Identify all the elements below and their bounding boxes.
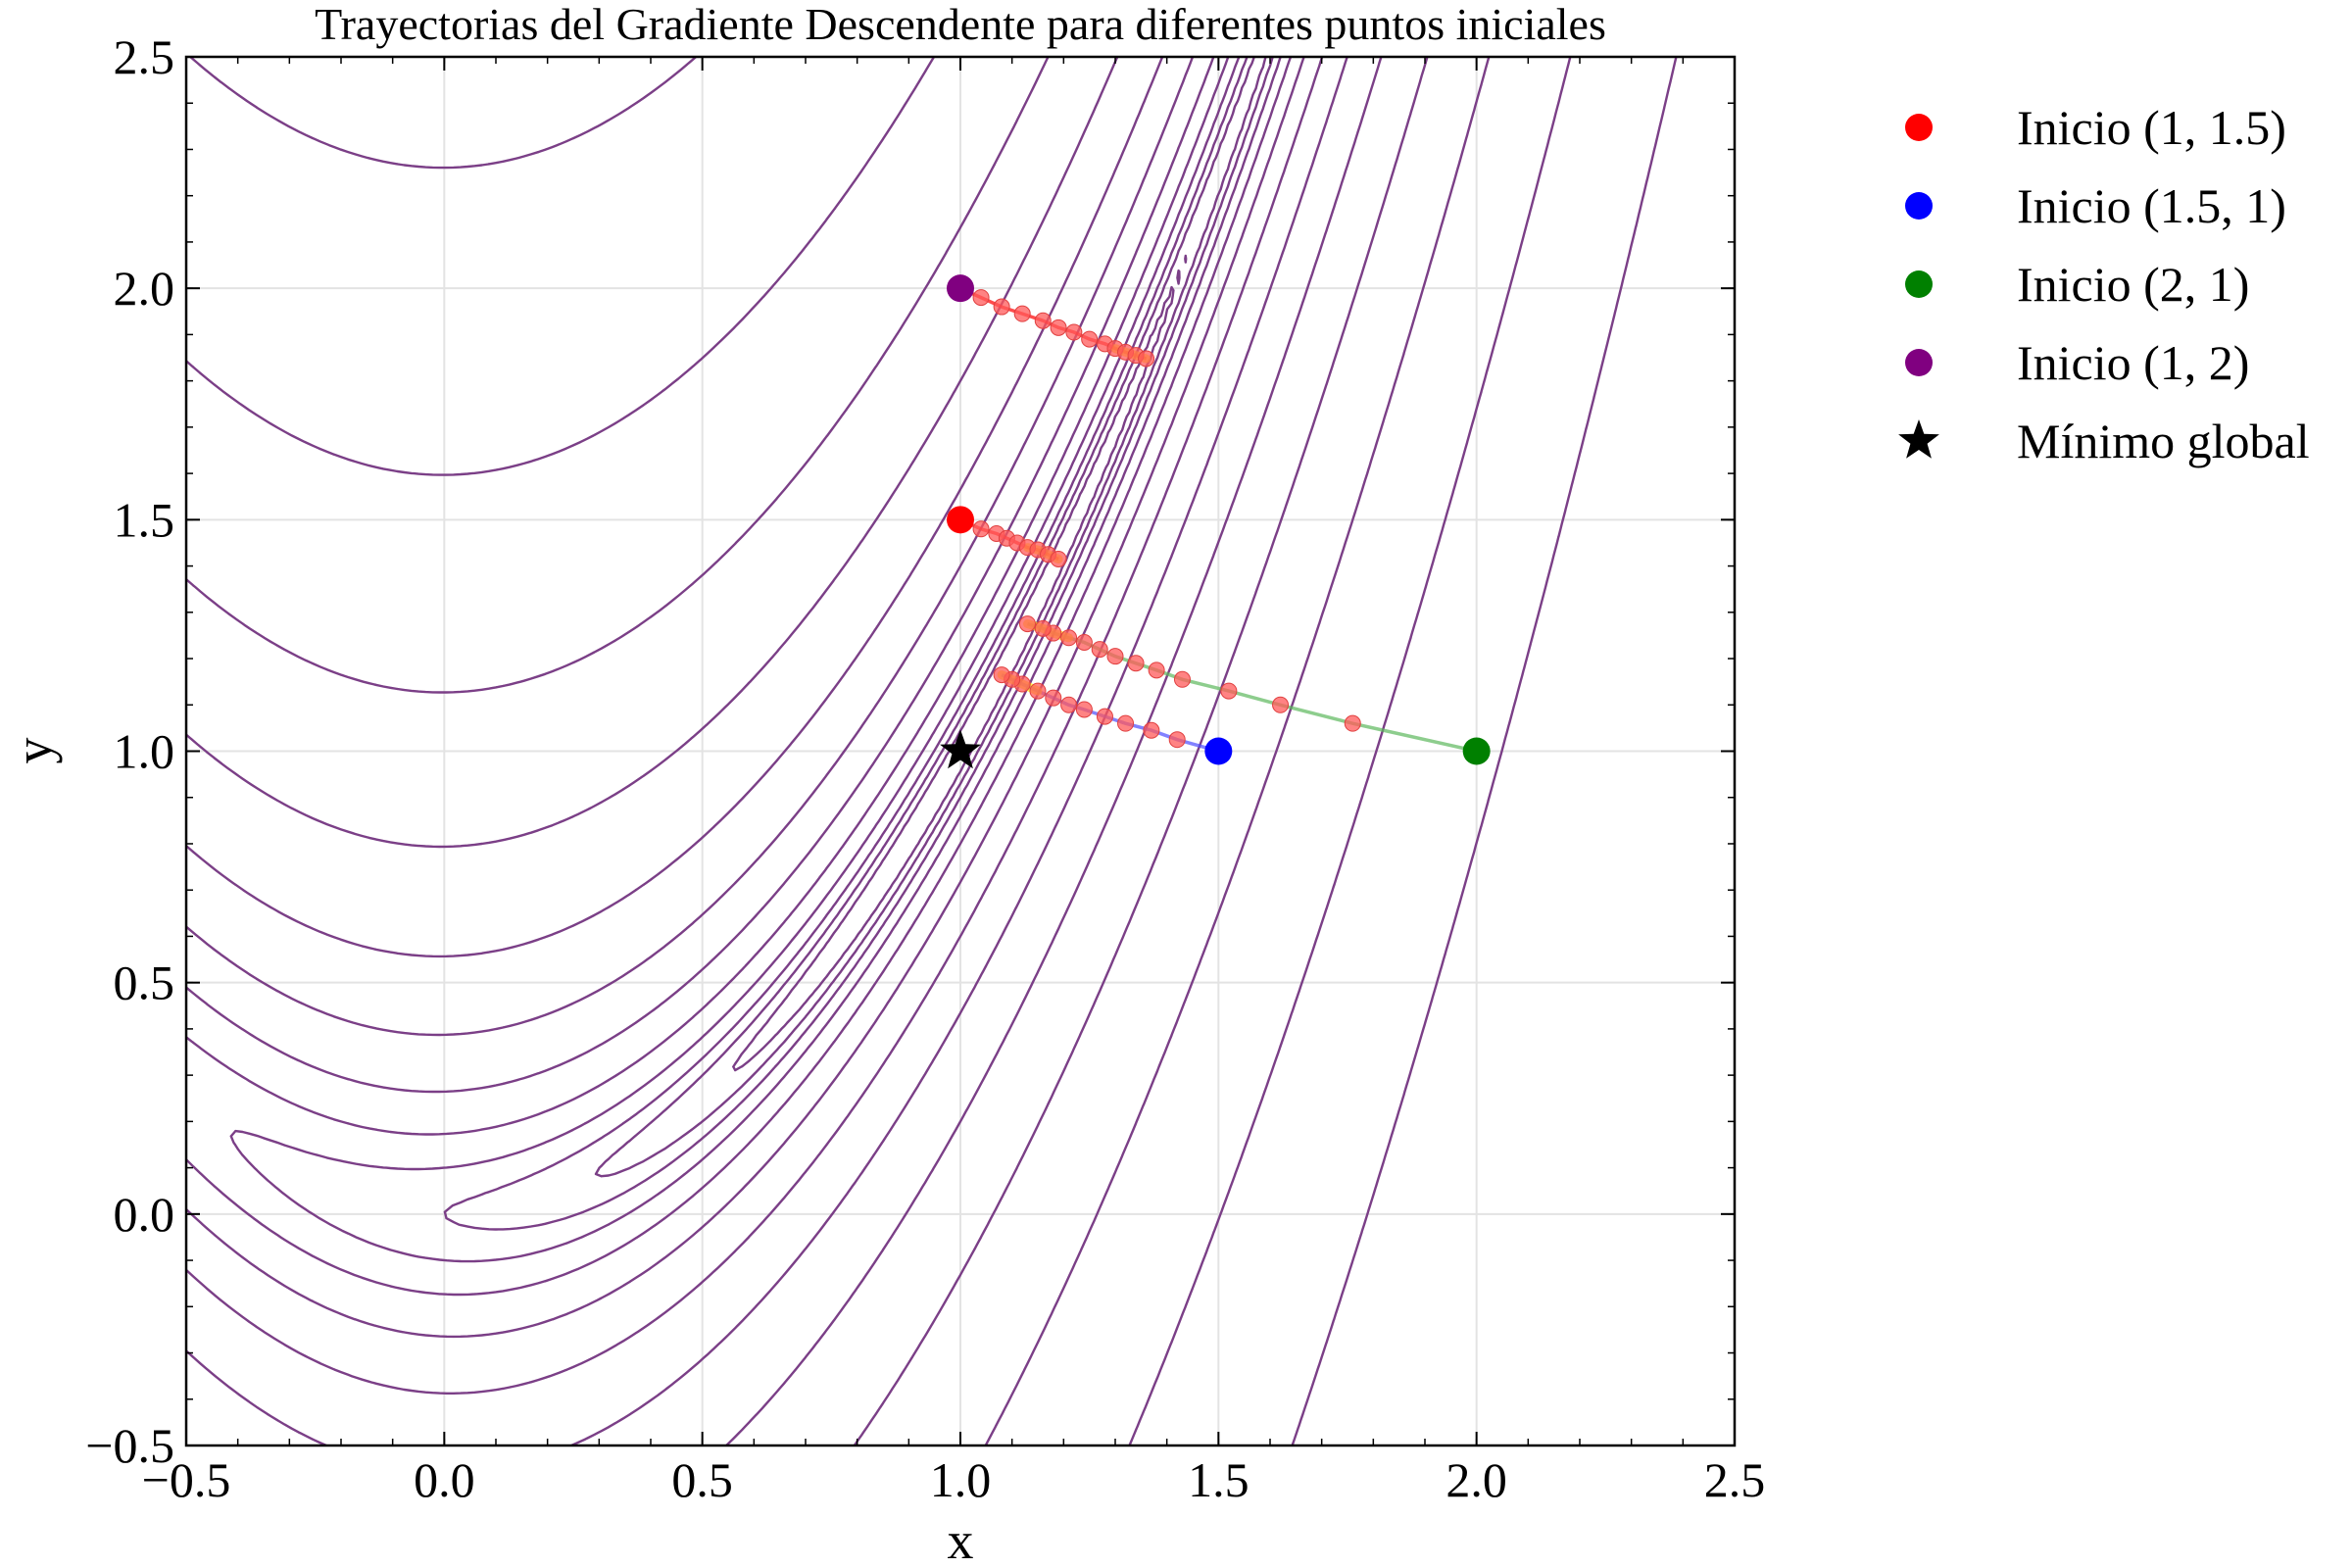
legend-label: Mínimo global <box>2017 414 2310 468</box>
legend-item: Inicio (1, 2) <box>1905 335 2249 390</box>
x-tick-label: 0.0 <box>414 1452 475 1507</box>
trajectory-point <box>1060 696 1078 713</box>
contour-level <box>186 57 1429 1446</box>
trajectory-point <box>1138 350 1155 368</box>
trajectory-point <box>1065 323 1083 341</box>
trajectory-point <box>1029 682 1047 700</box>
trajectory-point <box>1075 634 1093 652</box>
start-point <box>947 274 974 303</box>
legend-label: Inicio (1, 1.5) <box>2017 100 2286 155</box>
contour-lines <box>186 57 1678 1446</box>
chart-title: Trayectorias del Gradiente Descendente p… <box>315 0 1606 49</box>
legend-marker <box>1905 114 1933 141</box>
y-tick-label: 0.5 <box>114 956 175 1010</box>
trajectory-point <box>1344 714 1361 732</box>
trajectory-point <box>1060 629 1078 647</box>
contour-level <box>443 57 1274 1231</box>
trajectory-series <box>947 506 1067 567</box>
trajectory-point <box>972 520 990 538</box>
start-point <box>1462 737 1491 765</box>
start-point <box>1204 737 1233 765</box>
contour-level <box>186 57 1305 1339</box>
legend-item: Inicio (2, 1) <box>1905 257 2249 312</box>
legend-marker <box>1905 192 1933 220</box>
x-tick-label: 2.5 <box>1704 1452 1766 1507</box>
legend-marker <box>1905 349 1933 376</box>
trajectory-point <box>1096 708 1113 725</box>
trajectory-point <box>1081 330 1099 348</box>
x-tick-label: 1.5 <box>1188 1452 1250 1507</box>
legend: Inicio (1, 1.5) Inicio (1.5, 1) Inicio (2,… <box>1898 100 2310 468</box>
start-point <box>947 506 974 534</box>
legend-item: Inicio (1.5, 1) <box>1905 178 2286 233</box>
legend-marker <box>1905 270 1933 298</box>
trajectory-point <box>1143 721 1160 739</box>
legend-item: Mínimo global <box>1898 414 2310 468</box>
y-tick-label: 2.5 <box>114 29 175 84</box>
y-axis-label: y <box>4 738 63 764</box>
trajectory-point <box>1013 305 1031 322</box>
contour-level <box>1291 57 1678 1446</box>
trajectory-point <box>1117 714 1135 732</box>
trajectory-point <box>1018 615 1036 633</box>
legend-item: Inicio (1, 1.5) <box>1905 100 2286 155</box>
trajectory-point <box>972 289 990 307</box>
contour-level <box>594 57 1267 1178</box>
trajectory-point <box>1168 731 1186 749</box>
y-tick-label: 1.5 <box>114 492 175 547</box>
trajectory-series <box>993 666 1233 765</box>
trajectory-point <box>993 666 1010 684</box>
trajectories <box>940 274 1491 769</box>
x-tick-label: 0.5 <box>671 1452 733 1507</box>
legend-label: Inicio (1, 2) <box>2017 335 2249 390</box>
trajectory-point <box>1075 701 1093 718</box>
contour-level <box>189 57 1572 1446</box>
trajectory-point <box>1148 662 1165 679</box>
contour-level <box>186 57 1491 1446</box>
contour-level <box>186 57 1383 1446</box>
y-tick-label: −0.5 <box>85 1418 174 1473</box>
trajectory-point <box>993 298 1010 316</box>
trajectory-point <box>1106 648 1124 665</box>
contour-level <box>186 57 1293 1297</box>
y-tick-label: 1.0 <box>114 724 175 779</box>
y-tick-label: 0.0 <box>114 1187 175 1242</box>
trajectory-series <box>1018 615 1491 765</box>
trajectory-point <box>1173 670 1191 688</box>
x-tick-label: 1.0 <box>930 1452 992 1507</box>
legend-label: Inicio (2, 1) <box>2017 257 2249 312</box>
axis-ticks: −0.5 0.0 0.5 1.0 1.5 2.0 2.5 −0.5 0.0 0.5 1.0 1.5 2.… <box>85 29 1765 1507</box>
trajectory-point <box>1272 696 1290 713</box>
trajectory-point <box>1091 641 1108 659</box>
trajectory-point <box>1050 318 1067 336</box>
x-tick-label: −0.5 <box>142 1452 231 1507</box>
y-tick-label: 2.0 <box>114 261 175 316</box>
x-axis-label: x <box>948 1511 974 1568</box>
legend-label: Inicio (1.5, 1) <box>2017 178 2286 233</box>
x-tick-label: 2.0 <box>1446 1452 1507 1507</box>
trajectory-point <box>1220 682 1238 700</box>
contour-level <box>186 57 1324 1395</box>
trajectory-point <box>1034 312 1052 329</box>
contour-level <box>732 254 1188 1072</box>
global-minimum-star <box>940 729 981 769</box>
trajectory-point <box>1034 619 1052 637</box>
trajectory-point <box>1050 550 1067 567</box>
legend-marker-star <box>1898 419 1939 459</box>
trajectory-series <box>947 274 1155 368</box>
trajectory-point <box>1127 655 1145 672</box>
trajectory-point <box>1045 689 1062 707</box>
